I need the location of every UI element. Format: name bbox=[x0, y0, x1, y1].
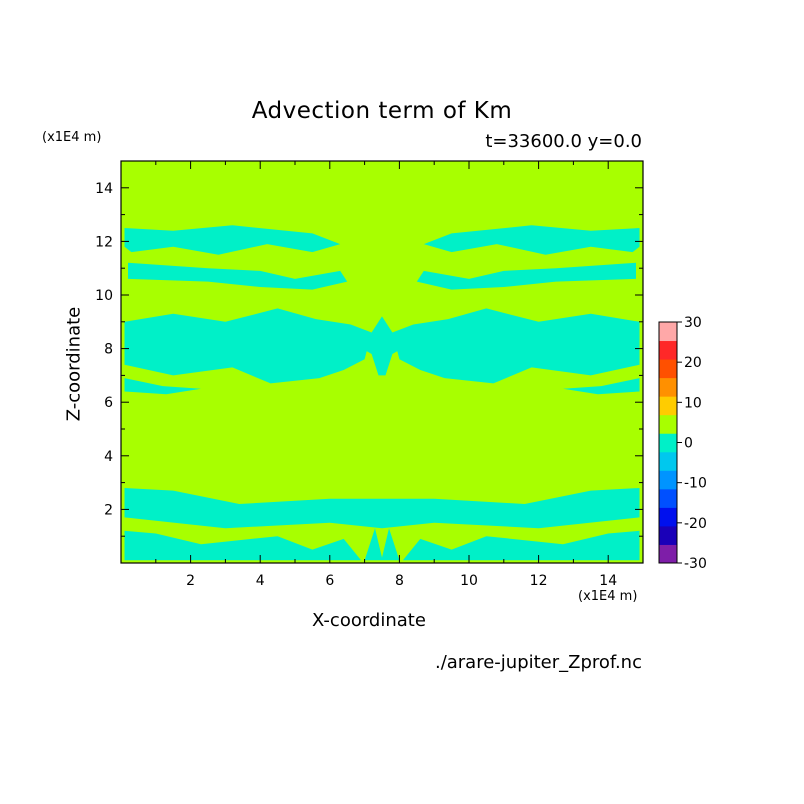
contour-patch-top-band bbox=[124, 225, 341, 255]
contour-patch-lower-right-strip bbox=[563, 378, 640, 395]
y-tick-label: 2 bbox=[104, 502, 113, 518]
x-tick-label: 12 bbox=[530, 573, 548, 589]
contour-patch-bottom-right bbox=[402, 530, 640, 561]
contour-patch-low-band bbox=[124, 488, 640, 529]
x-tick-label: 2 bbox=[186, 573, 195, 589]
y-tick-label: 14 bbox=[95, 181, 113, 197]
colorbar-tick-label: -30 bbox=[684, 556, 707, 572]
colorbar-swatch bbox=[659, 340, 677, 360]
y-tick-label: 4 bbox=[104, 449, 113, 465]
colorbar-swatch bbox=[659, 377, 677, 397]
colorbar-swatch bbox=[659, 507, 677, 527]
colorbar-swatch bbox=[659, 525, 677, 545]
source-file-label: ./arare-jupiter_Zprof.nc bbox=[434, 652, 642, 673]
colorbar-tick-label: 10 bbox=[684, 395, 702, 411]
y-axis-unit: (x1E4 m) bbox=[42, 130, 102, 145]
contour-patch-mid-lobe-left bbox=[124, 308, 372, 384]
colorbar-swatch bbox=[659, 322, 677, 342]
x-axis-label: X-coordinate bbox=[312, 610, 426, 631]
y-tick-label: 12 bbox=[95, 234, 113, 250]
contour-patch-lower-left-strip bbox=[124, 378, 201, 395]
contour-patch-upper-band-right bbox=[416, 262, 636, 290]
contour-patch-bottom-left bbox=[124, 530, 362, 561]
colorbar: 30 20 10 0 -10 -20 -30 bbox=[658, 315, 707, 572]
colorbar-tick-label: -10 bbox=[684, 476, 707, 492]
x-tick-label: 14 bbox=[599, 573, 617, 589]
plot-area bbox=[121, 161, 643, 563]
colorbar-tick-label: 0 bbox=[684, 436, 693, 452]
x-tick-label: 4 bbox=[256, 573, 265, 589]
colorbar-swatch bbox=[659, 414, 677, 434]
colorbar-tick-label: -20 bbox=[684, 516, 707, 532]
colorbar-tick-label: 30 bbox=[684, 315, 702, 331]
colorbar-swatch bbox=[659, 544, 677, 564]
colorbar-swatch bbox=[659, 359, 677, 379]
contour-patch-top-band-right bbox=[423, 225, 640, 255]
chart-subtitle: t=33600.0 y=0.0 bbox=[485, 131, 642, 152]
contour-patch-center-star bbox=[357, 316, 407, 376]
y-tick-label: 8 bbox=[104, 342, 113, 358]
chart-title: Advection term of Km bbox=[251, 98, 513, 124]
x-tick-label: 6 bbox=[325, 573, 334, 589]
y-tick-label: 10 bbox=[95, 288, 113, 304]
contour-patch-upper-band-left bbox=[128, 262, 348, 290]
axes: 2 4 6 8 10 12 14 2 4 6 8 10 12 14 bbox=[95, 160, 644, 589]
colorbar-swatch bbox=[659, 488, 677, 508]
colorbar-swatch bbox=[659, 470, 677, 490]
colorbar-tick-label: 20 bbox=[684, 355, 702, 371]
colorbar-swatch bbox=[659, 451, 677, 471]
x-tick-label: 8 bbox=[395, 573, 404, 589]
colorbar-swatch bbox=[659, 396, 677, 416]
contour-patch-mid-lobe-right bbox=[392, 308, 640, 384]
contour-patch-bottom-center bbox=[364, 528, 400, 561]
plot-frame bbox=[120, 160, 644, 564]
x-axis-unit: (x1E4 m) bbox=[578, 589, 638, 604]
x-tick-label: 10 bbox=[460, 573, 478, 589]
colorbar-swatch bbox=[659, 433, 677, 453]
y-tick-label: 6 bbox=[104, 395, 113, 411]
